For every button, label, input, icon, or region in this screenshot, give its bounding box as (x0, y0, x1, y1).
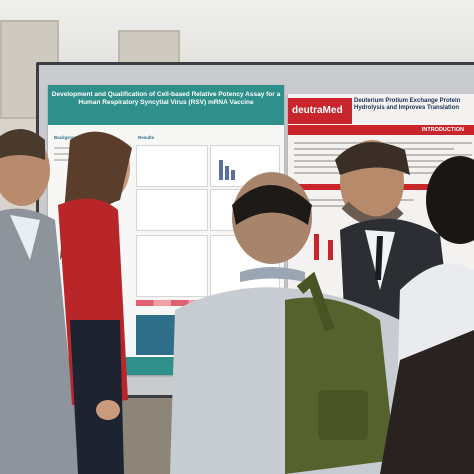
poster-left-results-heading: Results (138, 135, 155, 140)
poster-left-figure (136, 189, 208, 231)
poster-right-logo: deutraMed (288, 98, 352, 124)
attendee-grey-suit (0, 129, 80, 474)
poster-right-intro-bar: INTRODUCTION (288, 125, 474, 135)
poster-right-bar (328, 240, 333, 260)
tent-ceiling (0, 0, 474, 70)
poster-left-figure (136, 235, 208, 297)
poster-right-bar (314, 234, 319, 260)
poster-left-background-heading: Background (54, 135, 81, 140)
poster-left-color-strip (136, 300, 206, 306)
attendee-right-edge (380, 156, 474, 474)
poster-right-title: Deuterium Protium Exchange Protein Hydro… (354, 98, 461, 111)
poster-right-text-line (294, 205, 394, 207)
green-backpack (285, 271, 395, 474)
poster-left-figure (136, 145, 208, 187)
poster-left-title: Development and Qualification of Cell-ba… (48, 85, 284, 125)
attendee-red-shirt (58, 131, 132, 474)
